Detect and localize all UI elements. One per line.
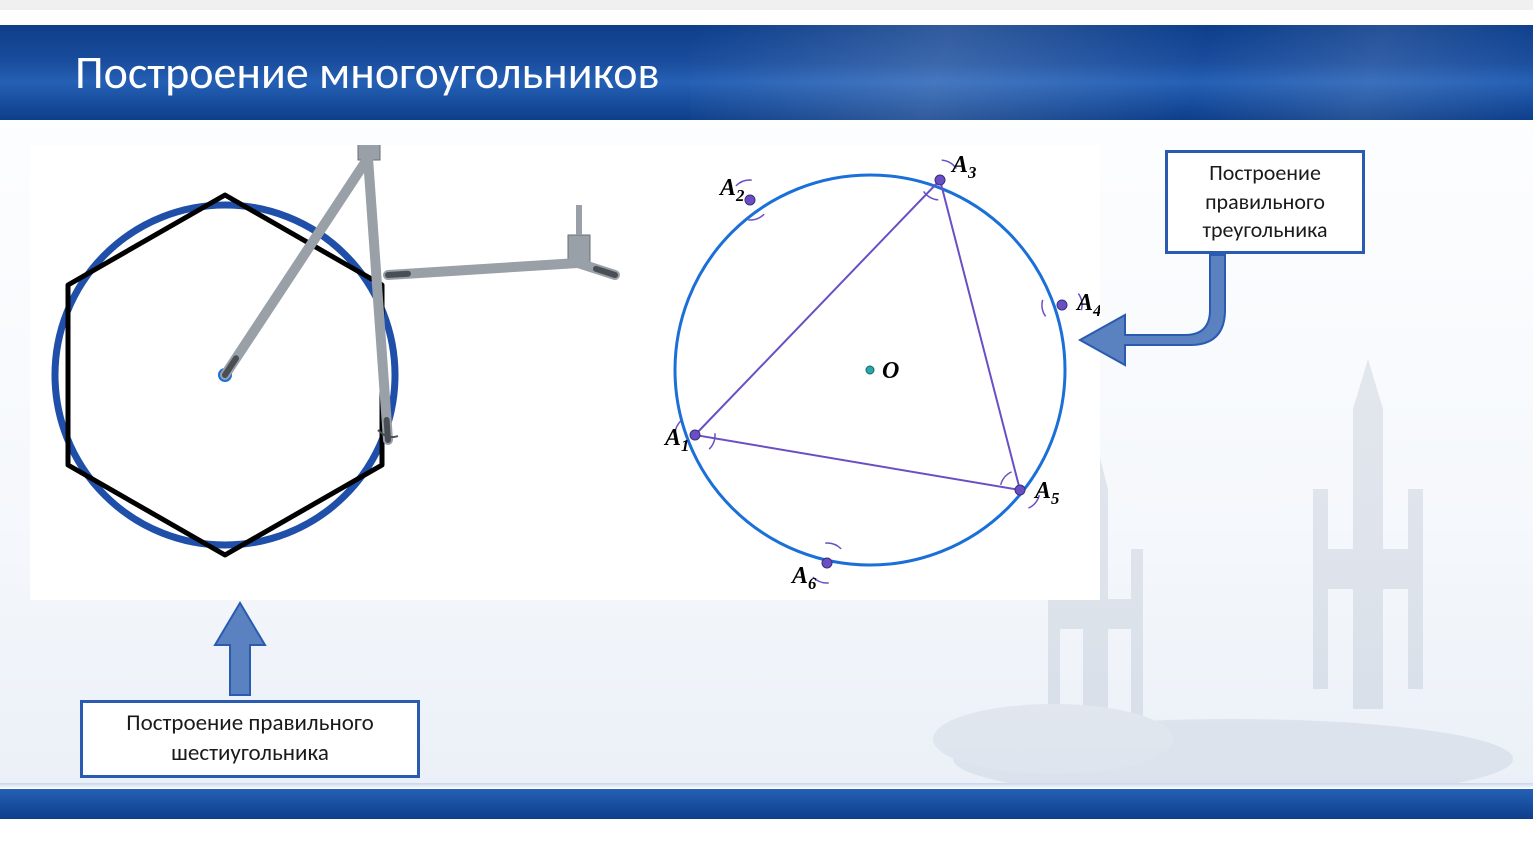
svg-text:A3: A3 [950,152,976,182]
hexagon-diagram [30,145,640,600]
svg-text:A4: A4 [1075,290,1100,320]
slide: Построение многоугольников A1A2A3A4A5A6O… [0,10,1533,864]
banner-decoration [690,25,1533,120]
title-banner: Построение многоугольников [0,25,1533,120]
page-title: Построение многоугольников [75,45,660,101]
callout-triangle: Построение правильного треугольника [1165,150,1365,254]
arrow-hexagon [180,585,300,715]
svg-text:A2: A2 [718,175,744,205]
bottom-stripe [0,789,1533,819]
svg-text:O: O [882,358,899,384]
triangle-diagram: A1A2A3A4A5A6O [640,145,1100,600]
svg-text:A5: A5 [1033,478,1059,508]
svg-text:A6: A6 [790,563,817,593]
callout-hexagon: Построение правильного шестиугольника [80,700,420,778]
